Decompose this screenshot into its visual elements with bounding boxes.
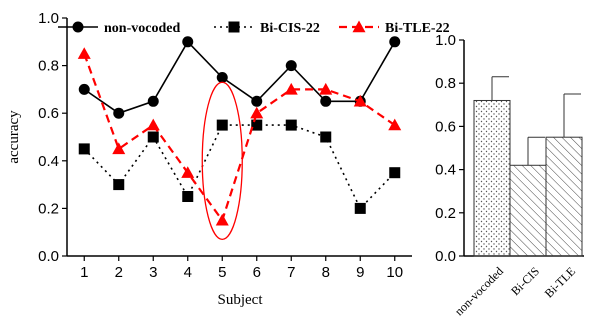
legend-marker [228,21,240,33]
x-tick-label: 9 [356,264,364,281]
y-tick-label: 0.4 [38,153,59,170]
highlight-ellipse [201,81,243,240]
bar-y-tick-label: 0.4 [435,162,456,179]
line-chart-y-title: accuracy [6,110,22,164]
data-point-non-vocoded [285,60,297,72]
series-line-non-vocoded [83,40,396,115]
data-point-non-vocoded [251,95,263,107]
y-tick-label: 1.0 [38,10,59,27]
data-point-Bi-CIS-22 [147,131,159,143]
bar-y-tick-label: 0.8 [435,75,456,92]
y-tick-label: 0.6 [38,105,59,122]
data-point-Bi-CIS-22 [251,119,263,131]
data-point-Bi-CIS-22 [285,119,297,131]
data-point-Bi-TLE-22 [353,94,367,107]
data-point-Bi-TLE-22 [250,106,264,119]
data-point-Bi-CIS-22 [354,202,366,214]
data-point-Bi-TLE-22 [77,47,91,59]
data-point-non-vocoded [216,72,228,83]
data-point-Bi-TLE-22 [388,118,402,131]
legend-marker [72,21,84,33]
legend-marker [352,20,366,33]
bar-category-label: Bi-CIS [508,264,542,298]
x-tick-label: 6 [253,264,261,281]
series-line-Bi-TLE-22 [83,53,396,223]
bar-y-tick-label: 1.0 [435,32,456,49]
line-chart-x-title: Subject [218,292,264,308]
data-point-non-vocoded [147,95,159,107]
data-point-Bi-CIS-22 [389,167,401,179]
bar-category-label: non-vocoded [452,264,506,318]
x-tick-label: 5 [218,264,226,281]
data-point-Bi-CIS-22 [216,119,228,131]
bar-Bi-TLE [545,136,583,257]
bar-y-tick-label: 0.2 [435,205,456,222]
legend-label: Bi-TLE-22 [385,21,450,36]
data-point-Bi-CIS-22 [78,143,90,155]
legend: non-vocoded Bi-CIS-22 Bi-TLE-22 [58,20,450,36]
x-tick-label: 8 [322,264,330,281]
data-point-Bi-TLE-22 [284,82,298,95]
x-tick-label: 10 [386,264,403,281]
data-point-non-vocoded [389,36,401,48]
data-point-Bi-TLE-22 [181,166,195,178]
y-tick-label: 0.2 [38,200,59,217]
legend-label: Bi-CIS-22 [260,21,320,36]
y-tick-label: 0.0 [38,248,59,265]
legend-label: non-vocoded [104,21,180,36]
line-chart: 0.00.20.40.60.81.0 1 2 3 4 5 6 7 8 9 10 accuracy … [6,10,450,308]
data-point-Bi-TLE-22 [112,142,126,155]
x-tick-label: 1 [80,264,88,281]
data-point-Bi-CIS-22 [182,191,194,202]
x-tick-label: 2 [115,264,123,281]
y-tick-label: 0.8 [38,58,59,75]
data-point-non-vocoded [113,107,125,119]
bar-chart: 0.0 0.2 0.4 0.6 0.8 1.0 non-vocoded Bi-CIS Bi-T… [435,32,584,318]
data-point-Bi-TLE-22 [146,118,160,131]
data-point-non-vocoded [78,83,90,95]
x-tick-label: 3 [149,264,157,281]
data-point-Bi-TLE-22 [319,82,333,95]
data-point-Bi-CIS-22 [320,131,332,143]
data-point-Bi-CIS-22 [113,179,125,191]
data-point-Bi-TLE-22 [215,213,229,226]
bar-y-tick-label: 0.6 [435,118,456,135]
x-tick-label: 4 [184,264,192,281]
bar-non-vocoded [473,99,511,257]
bar-category-label: Bi-TLE [542,264,578,300]
data-point-non-vocoded [182,36,194,48]
series-line-Bi-CIS-22 [83,124,396,210]
bar-y-tick-label: 0.0 [435,248,456,265]
bar-Bi-CIS [509,164,547,257]
x-tick-label: 7 [287,264,295,281]
data-point-non-vocoded [320,95,332,107]
